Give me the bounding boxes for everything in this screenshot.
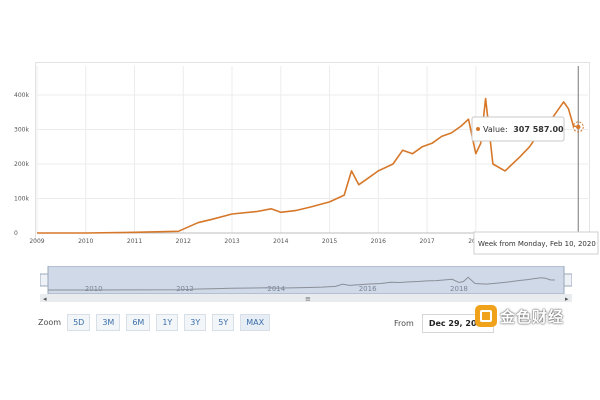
zoom-1y-button[interactable]: 1Y xyxy=(156,314,179,331)
x-tick-label: 2015 xyxy=(322,238,337,245)
y-tick-label: 0 xyxy=(14,230,18,237)
tooltip-label: Value: xyxy=(483,125,508,134)
watermark-text: 金色财经 xyxy=(500,307,565,326)
scrollbar-grip-icon[interactable]: ≡ xyxy=(305,295,311,303)
hover-point-dot xyxy=(576,124,581,130)
navigator-year-label: 2014 xyxy=(267,285,285,293)
navigator-handle-left[interactable] xyxy=(40,273,49,287)
y-tick-label: 400k xyxy=(14,92,29,99)
price-chart[interactable]: 0 100k 200k 300k 400k 2009 2010 2011 2012 2013 20… xyxy=(0,0,600,262)
navigator[interactable]: 2010 2012 2014 2016 2018 xyxy=(40,266,572,296)
zoom-max-button[interactable]: MAX xyxy=(240,314,271,331)
navigator-line xyxy=(48,276,555,291)
navigator-year-label: 2018 xyxy=(450,285,468,293)
hover-point-ring xyxy=(572,121,584,133)
chart-grid xyxy=(36,66,588,234)
y-tick-label: 200k xyxy=(14,161,29,168)
tooltip-value: 307 587.00 xyxy=(513,125,564,134)
x-tick-label: 2016 xyxy=(371,238,386,245)
x-tick-label: 2014 xyxy=(273,238,288,245)
date-tooltip: Week from Monday, Feb 10, 2020 xyxy=(473,231,599,255)
navigator-year-label: 2012 xyxy=(176,285,194,293)
zoom-label: Zoom xyxy=(38,318,62,327)
zoom-controls: Zoom 5D 3M 6M 1Y 3Y 5Y MAX xyxy=(38,314,276,331)
zoom-6m-button[interactable]: 6M xyxy=(126,314,151,331)
scroll-right-arrow-icon[interactable]: ▸ xyxy=(565,295,569,303)
from-label: From xyxy=(394,319,414,328)
chart-line xyxy=(37,97,579,234)
x-tick-label: 2012 xyxy=(176,238,191,245)
zoom-5y-button[interactable]: 5Y xyxy=(212,314,235,331)
navigator-scrollbar[interactable]: ◂ ▸ ≡ xyxy=(0,294,600,304)
zoom-5d-button[interactable]: 5D xyxy=(67,314,91,331)
zoom-3m-button[interactable]: 3M xyxy=(96,314,121,331)
x-tick-label: 2013 xyxy=(224,238,239,245)
x-tick-label: 2017 xyxy=(419,238,434,245)
brand-logo-icon xyxy=(475,305,497,327)
navigator-year-label: 2010 xyxy=(85,285,103,293)
navigator-year-label: 2016 xyxy=(359,285,377,293)
hover-point xyxy=(572,121,584,133)
x-tick-label: 2009 xyxy=(29,238,44,245)
svg-text:Value: 307 587.00: Value: 307 587.00 xyxy=(483,125,564,134)
tooltip-marker-icon xyxy=(476,127,480,131)
x-tick-label: 2010 xyxy=(78,238,93,245)
watermark: 金色财经 xyxy=(475,305,564,327)
chart-frame xyxy=(35,62,590,241)
y-tick-label: 100k xyxy=(14,196,29,203)
scroll-left-arrow-icon[interactable]: ◂ xyxy=(43,295,47,303)
navigator-axis: 2010 2012 2014 2016 2018 xyxy=(85,285,468,293)
x-tick-label: 2011 xyxy=(127,238,142,245)
y-axis: 0 100k 200k 300k 400k xyxy=(14,92,29,237)
date-tooltip-text: Week from Monday, Feb 10, 2020 xyxy=(478,240,596,248)
navigator-handle-right[interactable] xyxy=(563,273,572,287)
value-tooltip: Value: 307 587.00 xyxy=(471,116,565,142)
zoom-3y-button[interactable]: 3Y xyxy=(184,314,207,331)
y-tick-label: 300k xyxy=(14,127,29,134)
